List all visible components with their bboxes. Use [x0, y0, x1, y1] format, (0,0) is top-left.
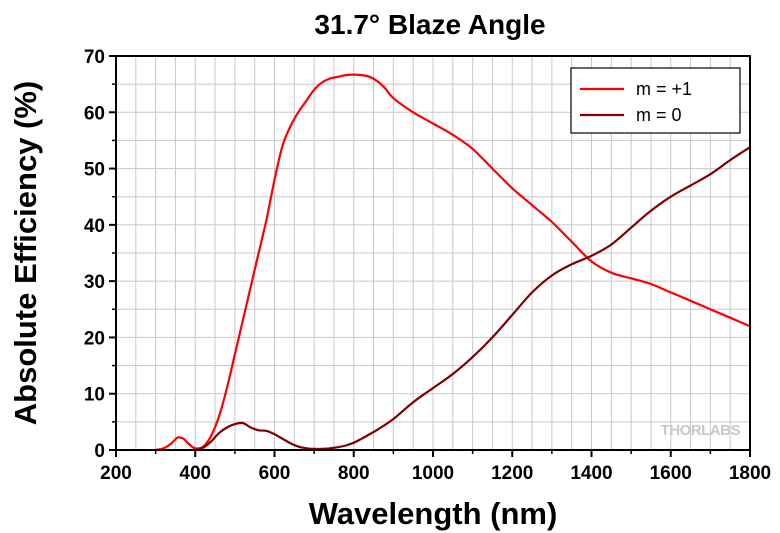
- legend-label-m-0: m = 0: [636, 105, 682, 125]
- legend-box: [570, 67, 741, 134]
- series-line-m-plus-1: [154, 73, 752, 452]
- x-axis-label: Wavelength (nm): [309, 496, 558, 531]
- y-tick-label: 10: [84, 385, 105, 406]
- axis-ticks: [109, 55, 751, 457]
- y-tick-label: 40: [84, 216, 105, 237]
- x-tick-label: 1000: [412, 463, 454, 484]
- y-axis-label: Absolute Efficiency (%): [8, 81, 43, 426]
- x-tick-label: 1800: [729, 463, 771, 484]
- x-tick-label: 1400: [570, 463, 612, 484]
- y-tick-label: 50: [84, 160, 105, 181]
- x-tick-label: 200: [100, 463, 132, 484]
- x-tick-label: 1200: [491, 463, 533, 484]
- thorlabs-watermark: THORLABS: [661, 422, 741, 439]
- x-tick-label: 1600: [650, 463, 692, 484]
- chart-title: 31.7° Blaze Angle: [314, 9, 545, 40]
- series-lines: [154, 73, 752, 452]
- y-tick-label: 70: [84, 47, 105, 68]
- x-tick-label: 800: [338, 463, 370, 484]
- legend-label-m-plus-1: m = +1: [636, 79, 692, 99]
- y-tick-labels: 0 10 20 30 40 50 60 70: [84, 47, 105, 462]
- y-tick-label: 0: [94, 441, 105, 462]
- y-tick-label: 30: [84, 272, 105, 293]
- legend: m = +1 m = 0: [570, 67, 741, 134]
- x-tick-labels: 200 400 600 800 1000 1200 1400 1600 1800: [100, 463, 771, 484]
- x-tick-label: 400: [179, 463, 211, 484]
- y-tick-label: 20: [84, 328, 105, 349]
- grid-lines: [116, 56, 750, 450]
- x-tick-label: 600: [259, 463, 291, 484]
- y-tick-label: 60: [84, 103, 105, 124]
- series-line-m-0: [194, 146, 752, 452]
